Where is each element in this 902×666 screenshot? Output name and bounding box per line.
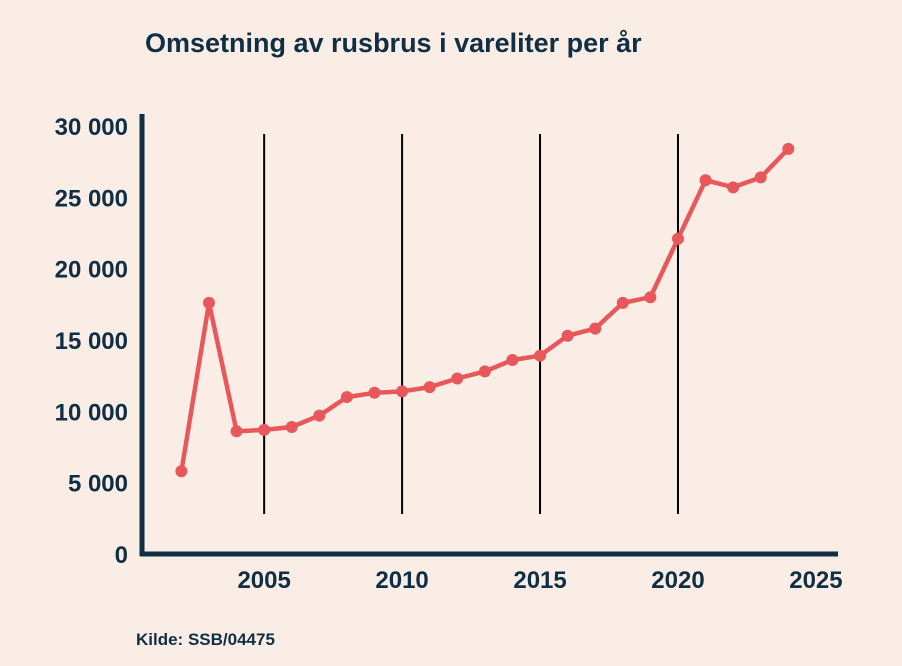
y-tick-label: 30 000 <box>55 114 128 141</box>
data-point <box>616 296 629 309</box>
data-point <box>644 291 657 304</box>
data-point <box>754 171 767 184</box>
data-point <box>561 329 574 342</box>
chart-title: Omsetning av rusbrus i vareliter per år <box>145 28 642 58</box>
data-point <box>368 386 381 399</box>
y-tick-label: 20 000 <box>55 257 128 284</box>
x-tick-label: 2015 <box>513 567 566 594</box>
x-tick-label: 2010 <box>375 567 428 594</box>
data-point <box>506 353 519 366</box>
data-point <box>589 322 602 335</box>
data-point <box>258 423 271 436</box>
series-group <box>175 142 795 478</box>
data-point <box>671 232 684 245</box>
data-point <box>534 349 547 362</box>
x-tick-label: 2025 <box>789 567 842 594</box>
x-tick-label: 2020 <box>651 567 704 594</box>
y-tick-label: 0 <box>115 542 128 569</box>
series-line <box>179 146 791 474</box>
y-tick-label: 25 000 <box>55 185 128 212</box>
data-point <box>727 181 740 194</box>
data-point <box>396 385 409 398</box>
data-point <box>451 372 464 385</box>
data-point <box>423 381 436 394</box>
data-point <box>175 465 188 478</box>
y-tick-label: 15 000 <box>55 328 128 355</box>
data-point <box>782 142 795 155</box>
axes <box>139 114 838 557</box>
data-point <box>699 174 712 187</box>
data-point <box>478 365 491 378</box>
data-point <box>202 296 215 309</box>
y-axis-tick-labels: 0 5 000 10 000 15 000 20 000 25 000 30 000 <box>55 114 128 569</box>
data-point <box>285 421 298 434</box>
data-point <box>313 409 326 422</box>
y-tick-label: 5 000 <box>68 471 128 498</box>
reference-lines <box>263 134 679 514</box>
data-point <box>340 391 353 404</box>
x-tick-label: 2005 <box>237 567 290 594</box>
data-point <box>230 425 243 438</box>
y-tick-label: 10 000 <box>55 399 128 426</box>
source-note: Kilde: SSB/04475 <box>136 630 275 649</box>
x-axis-tick-labels: 2005 2010 2015 2020 2025 <box>237 567 842 594</box>
